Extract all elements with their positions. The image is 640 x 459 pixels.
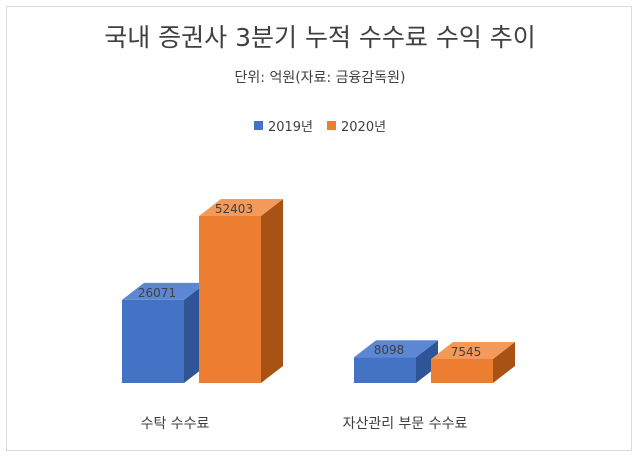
chart-frame: [6, 6, 632, 451]
bar-0-1: [199, 199, 283, 383]
data-label-0-0: 26071: [138, 286, 176, 300]
bar-1-0: [354, 340, 438, 383]
bar-front: [431, 358, 493, 383]
data-label-1-0: 8098: [374, 343, 405, 357]
legend-item-2019: 2019년: [253, 116, 313, 135]
bar-front: [122, 299, 184, 383]
bar-side: [493, 341, 515, 383]
bar-front: [199, 216, 261, 383]
legend-item-2020: 2020년: [327, 116, 386, 135]
bar-side: [261, 199, 283, 383]
category-label-1: 자산관리 부문 수수료: [343, 416, 468, 432]
chart-legend: 2019년 2020년: [0, 116, 640, 135]
bar-side: [416, 340, 438, 383]
legend-label-2020: 2020년: [341, 120, 387, 135]
data-label-0-1: 52403: [215, 202, 253, 216]
bar-top: [431, 341, 515, 359]
bar-1-1: [431, 341, 515, 383]
bar-top: [354, 340, 438, 358]
legend-swatch-2019: [253, 121, 263, 130]
legend-label-2019: 2019년: [267, 120, 313, 135]
bar-front: [354, 357, 416, 383]
bar-top: [199, 199, 283, 216]
chart-subtitle: 단위: 억원(자료: 금융감독원): [234, 70, 406, 86]
data-label-1-1: 7545: [451, 345, 482, 359]
category-label-0: 수탁 수수료: [141, 416, 210, 432]
chart-title: 국내 증권사 3분기 누적 수수료 수익 추이: [104, 23, 536, 52]
bar-top: [122, 282, 206, 300]
legend-swatch-2020: [327, 121, 336, 130]
